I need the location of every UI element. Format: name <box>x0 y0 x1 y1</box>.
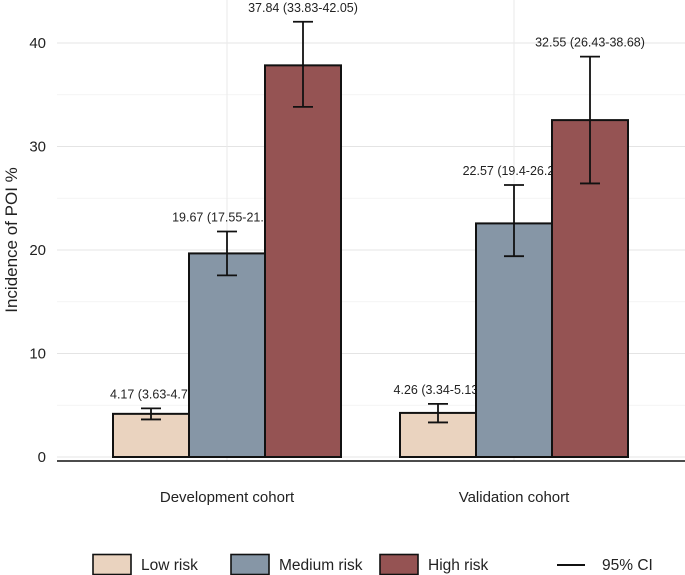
y-tick-label: 40 <box>29 35 46 52</box>
data-label: 4.26 (3.34-5.13) <box>394 383 483 397</box>
y-tick-label: 20 <box>29 242 46 259</box>
data-label: 32.55 (26.43-38.68) <box>535 36 645 50</box>
bar-low-risk <box>112 412 190 459</box>
y-axis-label: Incidence of POI % <box>2 167 21 313</box>
data-label: 19.67 (17.55-21.79) <box>172 210 282 224</box>
data-label: 4.17 (3.63-4.7) <box>110 387 192 401</box>
bar-medium-risk <box>188 252 266 458</box>
data-label: 22.57 (19.4-26.28) <box>463 164 566 178</box>
legend-swatch-high-risk <box>379 553 419 575</box>
legend-swatch-medium-risk <box>230 553 270 575</box>
legend-label: Medium risk <box>279 557 363 574</box>
x-tick-label: Development cohort <box>160 489 295 506</box>
legend-label: Low risk <box>141 557 198 574</box>
y-tick-label: 10 <box>29 346 46 363</box>
bars-layer: 4.17 (3.63-4.7) 19.67 (17.55-21.79) 37.84 … <box>110 1 645 459</box>
axis-layer: 0 10 20 30 40 Incidence of POI % Development c… <box>2 35 685 506</box>
bar-medium-risk <box>475 222 553 458</box>
legend-ci-label: 95% CI <box>602 557 653 574</box>
y-tick-label: 30 <box>29 139 46 156</box>
legend-swatch-low-risk <box>92 553 132 575</box>
legend-layer: Low risk Medium risk High risk 95% CI <box>92 553 653 575</box>
legend-label: High risk <box>428 557 489 574</box>
x-tick-label: Validation cohort <box>459 489 570 506</box>
y-tick-label: 0 <box>38 449 46 466</box>
bar-high-risk <box>264 64 342 459</box>
data-label: 37.84 (33.83-42.05) <box>248 1 358 15</box>
